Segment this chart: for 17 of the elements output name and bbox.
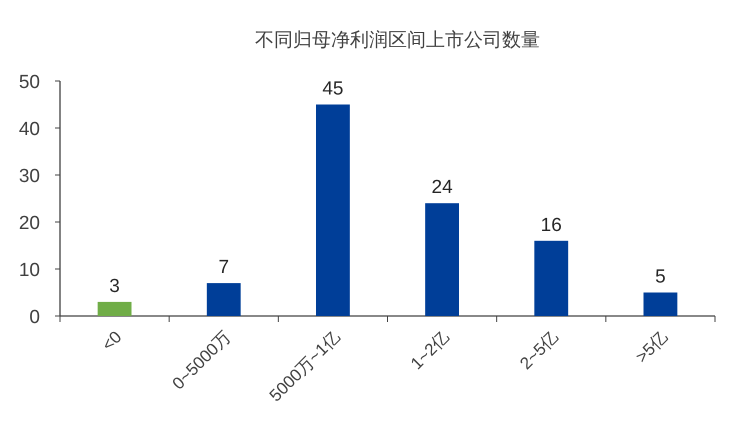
y-tick-label: 40 bbox=[18, 119, 40, 140]
y-tick-label: 20 bbox=[18, 213, 40, 234]
title: 不同归母净利润区间上市公司数量 bbox=[255, 30, 540, 51]
y-tick-label: 50 bbox=[18, 72, 40, 93]
data-label: 16 bbox=[540, 214, 562, 236]
y-tick-label: 0 bbox=[29, 307, 40, 328]
y-tick-label: 10 bbox=[18, 260, 40, 281]
x-tick-label: 2~5亿 bbox=[516, 327, 562, 374]
data-label: 5 bbox=[655, 266, 666, 288]
data-label: 3 bbox=[109, 276, 120, 297]
data-label: 7 bbox=[218, 257, 230, 278]
x-tick-label: >5亿 bbox=[632, 327, 672, 367]
data-label: 24 bbox=[432, 177, 454, 198]
x-tick-label: 1~2亿 bbox=[407, 327, 453, 374]
y-tick-label: 30 bbox=[18, 166, 40, 187]
x-tick-label: <0 bbox=[98, 327, 126, 355]
data-label: 45 bbox=[322, 78, 344, 100]
